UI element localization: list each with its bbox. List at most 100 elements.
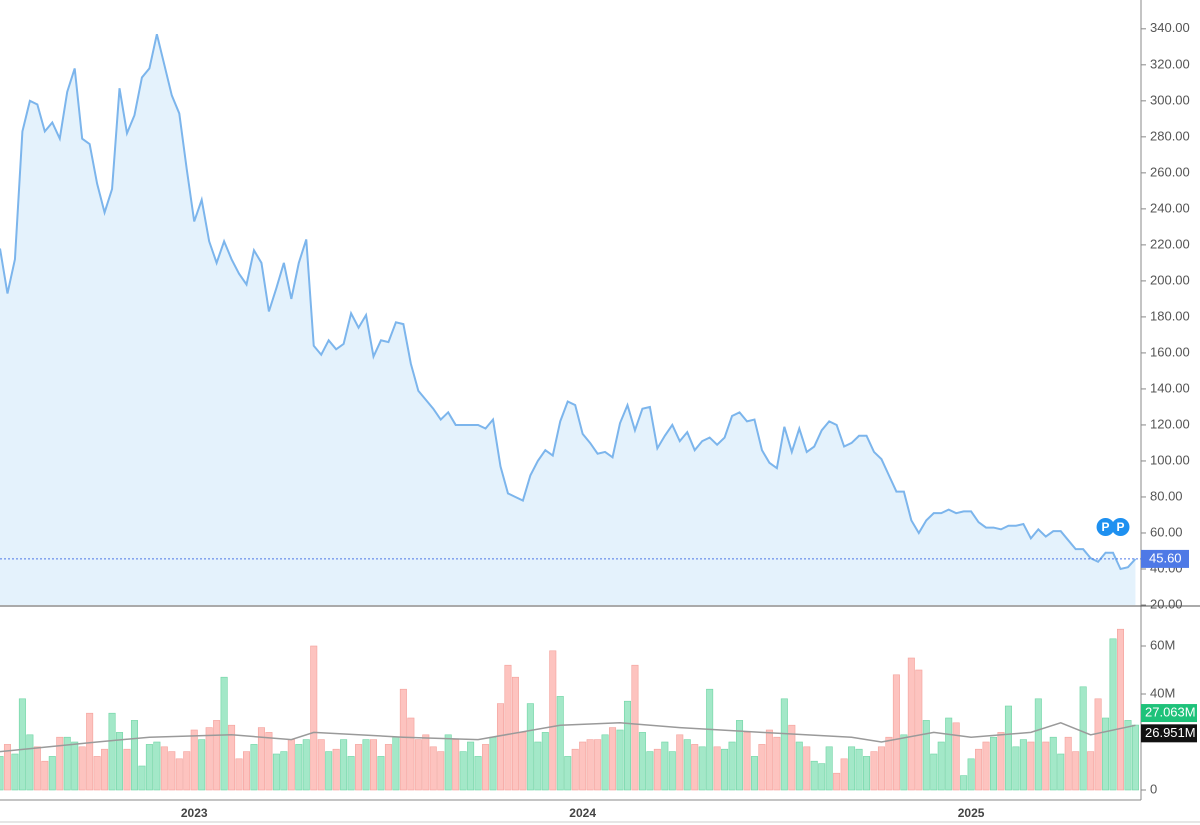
volume-bar (1072, 751, 1080, 791)
volume-bar (444, 734, 452, 791)
volume-bar (1064, 736, 1072, 791)
volume-bar (691, 744, 699, 791)
volume-bar (362, 739, 370, 791)
volume-bar (153, 741, 161, 791)
volume-bar (780, 698, 788, 791)
volume-bar (317, 739, 325, 791)
volume-bar (541, 732, 549, 791)
volume-bar (160, 746, 168, 791)
volume-bar (698, 746, 706, 791)
volume-bar (676, 734, 684, 791)
volume-bar (900, 734, 908, 791)
volume-bar (437, 751, 445, 791)
volume-bar (594, 739, 602, 791)
volume-bar (183, 751, 191, 791)
volume-bar (960, 775, 968, 791)
volume-bar (765, 729, 773, 791)
volume-bar (26, 734, 34, 791)
volume-bar (116, 732, 124, 791)
volume-bar (325, 751, 333, 791)
volume-bar (138, 765, 146, 791)
volume-bar (915, 669, 923, 791)
volume-bar (384, 744, 392, 791)
volume-bar (63, 736, 71, 791)
volume-bar (235, 758, 243, 791)
volume-bar (631, 664, 639, 791)
volume-bar (795, 741, 803, 791)
y-tick-label: 20.00 (1150, 596, 1183, 611)
volume-bar (1042, 741, 1050, 791)
volume-bar (190, 729, 198, 791)
last-price-box (1141, 549, 1189, 568)
event-marker[interactable] (1096, 518, 1115, 536)
y-tick-label: 300.00 (1150, 92, 1190, 107)
y-tick-label: 180.00 (1150, 308, 1190, 323)
volume-bar (243, 751, 251, 791)
volume-bar (93, 756, 101, 791)
volume-bar (56, 736, 64, 791)
volume-bar (355, 744, 363, 791)
volume-bar (922, 720, 930, 791)
volume-bar (1027, 741, 1035, 791)
volume-bar (870, 751, 878, 791)
volume-bar (392, 736, 400, 791)
volume-bar (997, 732, 1005, 791)
volume-bar (930, 753, 938, 791)
x-tick-label: 2024 (569, 806, 596, 820)
volume-bar (310, 645, 318, 791)
volume-bar (48, 756, 56, 791)
y-tick-label: 0 (1150, 781, 1157, 796)
event-marker[interactable] (1111, 518, 1130, 536)
y-tick-label: 120.00 (1150, 416, 1190, 431)
volume-bar (78, 746, 86, 791)
volume-bar (280, 751, 288, 791)
volume-bar (848, 746, 856, 791)
volume-bar (205, 727, 213, 791)
volume-bar (11, 753, 19, 791)
volume-bar (332, 748, 340, 791)
volume-bar (810, 760, 818, 791)
volume-bar (571, 748, 579, 791)
volume-bar (399, 688, 407, 791)
y-tick-label: 40M (1150, 685, 1175, 700)
volume-bar (0, 756, 4, 791)
price-area (0, 34, 1136, 606)
volume-bar (616, 729, 624, 791)
volume-bar (975, 748, 983, 791)
volume-bar (459, 751, 467, 791)
volume-bar (1094, 698, 1102, 791)
volume-bar (526, 703, 534, 791)
volume-bar (1117, 628, 1125, 791)
volume-bar (377, 756, 385, 791)
volume-bar (833, 772, 841, 791)
y-tick-label: 80.00 (1150, 488, 1183, 503)
volume-bar (1034, 698, 1042, 791)
plot-area (0, 33, 1139, 791)
volume-bar (452, 739, 460, 791)
volume-bar (41, 760, 49, 791)
volume-bar (646, 751, 654, 791)
volume-bar (429, 746, 437, 791)
volume-bar (228, 724, 236, 791)
volume-bar (750, 756, 758, 791)
volume-bar (489, 736, 497, 791)
y-tick-label: 320.00 (1150, 56, 1190, 71)
volume-bar (706, 688, 714, 791)
volume-bar (863, 756, 871, 791)
volume-bar (601, 734, 609, 791)
last-ma-label: 26.951M (1145, 725, 1196, 740)
volume-bar (168, 751, 176, 791)
volume-bar (743, 732, 751, 791)
volume-bar (736, 720, 744, 791)
volume-bar (1109, 638, 1117, 791)
volume-bar (108, 712, 116, 791)
y-tick-label: 340.00 (1150, 20, 1190, 35)
volume-bar (638, 732, 646, 791)
y-tick-label: 60M (1150, 637, 1175, 652)
last-volume-label: 27.063M (1145, 704, 1196, 719)
volume-bar (414, 739, 422, 791)
volume-bar (1087, 751, 1095, 791)
volume-bar (907, 657, 915, 791)
